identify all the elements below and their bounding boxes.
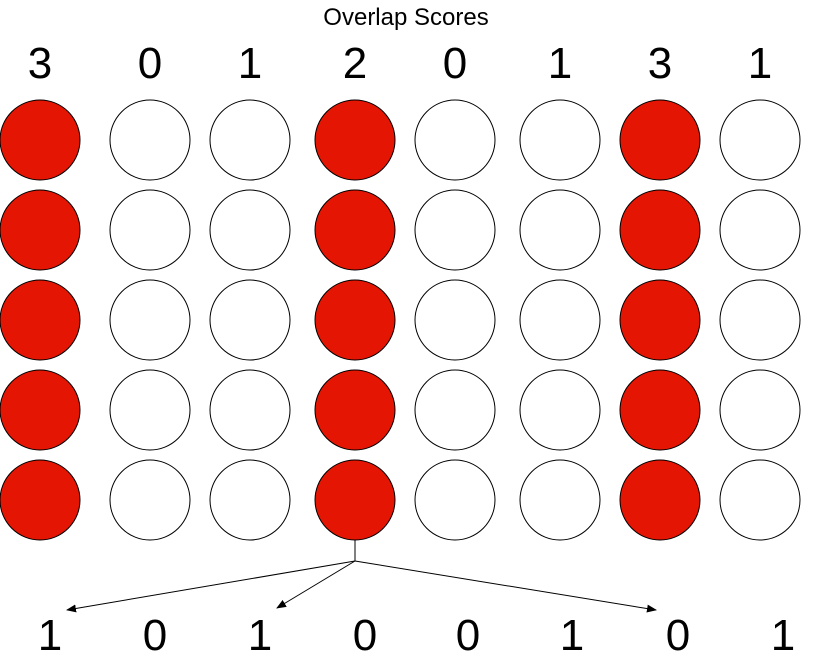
active-cell <box>0 279 81 361</box>
inactive-cell <box>414 369 496 451</box>
inactive-cell <box>719 99 801 181</box>
overlap-score: 1 <box>238 39 262 88</box>
inactive-cell <box>209 459 291 541</box>
active-cell <box>0 459 81 541</box>
bottom-value: 0 <box>456 611 480 660</box>
overlap-scores-row: 3 0 1 2 0 1 3 1 <box>28 39 772 88</box>
connections <box>66 540 657 613</box>
inactive-cell <box>209 189 291 271</box>
inactive-cell <box>719 189 801 271</box>
overlap-score: 3 <box>648 39 672 88</box>
active-cell <box>314 189 396 271</box>
bottom-value: 0 <box>143 611 167 660</box>
active-cell <box>619 369 701 451</box>
inactive-cell <box>109 459 191 541</box>
connector-arrow <box>66 560 356 613</box>
connector-arrow <box>354 560 657 613</box>
inactive-cell <box>109 99 191 181</box>
inactive-cell <box>414 189 496 271</box>
inactive-cell <box>209 369 291 451</box>
bottom-value: 1 <box>771 611 795 660</box>
inactive-cell <box>414 459 496 541</box>
inactive-cell <box>414 279 496 361</box>
active-cell <box>0 189 81 271</box>
bottom-value: 0 <box>353 611 377 660</box>
active-cell <box>314 459 396 541</box>
inactive-cell <box>519 369 601 451</box>
inactive-cell <box>109 279 191 361</box>
inactive-cell <box>519 279 601 361</box>
inactive-cell <box>719 279 801 361</box>
bottom-value: 0 <box>666 611 690 660</box>
active-cell <box>619 189 701 271</box>
inactive-cell <box>719 369 801 451</box>
overlap-score: 2 <box>343 39 367 88</box>
active-cell <box>0 99 81 181</box>
overlap-score: 1 <box>748 39 772 88</box>
active-cell <box>314 369 396 451</box>
column-grid <box>0 99 801 541</box>
bottom-value: 1 <box>560 611 584 660</box>
diagram-title: Overlap Scores <box>323 4 488 31</box>
inactive-cell <box>519 189 601 271</box>
bottom-value: 1 <box>38 611 62 660</box>
active-cell <box>314 99 396 181</box>
active-cell <box>619 99 701 181</box>
inactive-cell <box>209 279 291 361</box>
overlap-score: 0 <box>138 39 162 88</box>
inactive-cell <box>209 99 291 181</box>
inactive-cell <box>414 99 496 181</box>
inactive-cell <box>519 99 601 181</box>
active-cell <box>619 459 701 541</box>
connector-arrow <box>276 560 356 609</box>
overlap-score: 1 <box>548 39 572 88</box>
active-cell <box>314 279 396 361</box>
bottom-values-row: 1 0 1 0 0 1 0 1 <box>38 611 795 660</box>
inactive-cell <box>519 459 601 541</box>
bottom-value: 1 <box>248 611 272 660</box>
overlap-score: 3 <box>28 39 52 88</box>
overlap-score: 0 <box>443 39 467 88</box>
inactive-cell <box>109 369 191 451</box>
inactive-cell <box>719 459 801 541</box>
active-cell <box>0 369 81 451</box>
active-cell <box>619 279 701 361</box>
inactive-cell <box>109 189 191 271</box>
